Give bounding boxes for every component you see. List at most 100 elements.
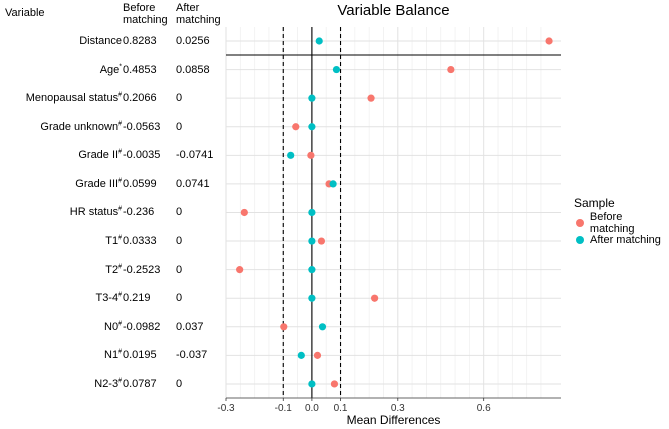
after-matching-value: 0 (176, 235, 183, 248)
table-row: N0# (0, 320, 122, 334)
variable-name: Grade III# (75, 177, 122, 191)
table-row: Menopausal status# (0, 91, 122, 105)
after-matching-header: After matching (176, 2, 221, 26)
x-tick-label: 0.0 (305, 403, 319, 414)
after-matching-value: 0 (176, 120, 183, 133)
point-after-matching (308, 266, 316, 274)
variable-footnote-mark: # (118, 205, 122, 213)
table-row: T3-4# (0, 291, 122, 305)
legend-item-before: Before matching (574, 211, 669, 235)
variable-label: Menopausal status (25, 92, 119, 105)
after-matching-value: -0.037 (176, 349, 208, 362)
table-row: N2-3# (0, 377, 122, 391)
variable-name: Age* (100, 63, 122, 77)
before-matching-header: Before matching (123, 2, 168, 26)
variable-name: T1# (105, 234, 122, 248)
before-matching-value: -0.0035 (123, 149, 161, 162)
table-row: Age* (0, 63, 122, 77)
legend-swatch-after (576, 235, 584, 244)
after-matching-value: 0 (176, 206, 183, 219)
variable-footnote-mark: # (118, 377, 122, 385)
variable-name: HR status# (70, 205, 122, 219)
after-matching-value: 0 (176, 377, 183, 390)
point-after-matching (308, 237, 316, 245)
point-after-matching (287, 151, 295, 159)
before-matching-value: -0.2523 (123, 263, 161, 276)
table-row: Grade III# (0, 177, 122, 191)
table-row: T2# (0, 263, 122, 277)
point-after-matching (315, 37, 323, 45)
point-before-matching (317, 237, 326, 245)
before-matching-value: -0.0982 (123, 320, 161, 333)
variable-name: T2# (105, 263, 122, 277)
legend-title: Sample (574, 196, 615, 210)
before-matching-value: 0.4853 (123, 63, 157, 76)
after-matching-value: 0 (176, 263, 183, 276)
variable-footnote-mark: # (118, 234, 122, 242)
before-matching-value: -0.0563 (123, 120, 161, 133)
point-before-matching (545, 37, 553, 45)
point-after-matching (308, 94, 316, 102)
point-before-matching (371, 294, 379, 302)
variable-label: Age (99, 63, 120, 76)
variable-footnote-mark: # (118, 291, 122, 299)
after-matching-value: 0.037 (176, 320, 204, 333)
variable-footnote-mark: # (118, 148, 122, 156)
before-matching-value: 0.0787 (123, 377, 157, 390)
legend-swatch-before (576, 218, 584, 227)
point-after-matching (332, 65, 341, 74)
variable-label: T2 (105, 263, 119, 276)
variable-label: N2-3 (94, 377, 119, 390)
legend-label-before: Before matching (589, 210, 635, 235)
point-before-matching (313, 351, 322, 359)
variable-name: N2-3# (94, 377, 122, 391)
point-before-matching (236, 266, 244, 274)
before-matching-value: 0.2066 (123, 92, 157, 105)
table-row: HR status# (0, 205, 122, 219)
before-matching-value: 0.8283 (123, 35, 157, 47)
point-after-matching (308, 380, 316, 388)
before-matching-value: 0.0333 (123, 235, 157, 248)
after-matching-value: 0.0256 (176, 35, 210, 47)
variable-name: Grade II# (78, 148, 122, 162)
variable-label: HR status (69, 206, 119, 219)
point-after-matching (329, 180, 337, 188)
variable-name: N0# (104, 320, 122, 334)
after-matching-value: 0 (176, 292, 183, 305)
variable-label: T3-4 (95, 292, 119, 305)
table-row: T1# (0, 234, 122, 248)
point-before-matching (367, 94, 375, 102)
after-matching-value: 0 (176, 92, 183, 105)
after-header-line1: After (176, 2, 200, 14)
x-axis-label: Mean Differences (346, 413, 441, 427)
variable-name: Distance (79, 34, 122, 48)
x-tick-label: 0.6 (477, 403, 491, 414)
variable-footnote-mark: # (118, 120, 122, 128)
variable-name: T3-4# (95, 291, 122, 305)
point-after-matching (308, 123, 316, 131)
before-header-line1: Before (123, 2, 156, 14)
variable-label: Distance (79, 35, 122, 47)
before-matching-value: 0.0195 (123, 349, 157, 362)
table-row: Distance (0, 34, 122, 48)
variable-label: Grade II (78, 149, 119, 162)
variable-footnote-mark: # (118, 348, 122, 356)
variable-footnote-mark: # (118, 177, 122, 185)
variable-label: N1 (104, 349, 119, 362)
x-tick-label: 0.3 (391, 403, 405, 414)
point-before-matching (280, 323, 288, 331)
variable-label: Grade III (75, 177, 119, 190)
variable-footnote-mark: # (118, 262, 122, 270)
point-after-matching (318, 323, 327, 331)
table-row: N1# (0, 348, 122, 362)
after-header-line2: matching (176, 14, 221, 26)
variable-footnote-mark: # (118, 320, 122, 328)
point-before-matching (240, 208, 248, 217)
variable-label: N0 (104, 320, 119, 333)
point-after-matching (297, 351, 305, 359)
variable-label: Grade unknown (40, 120, 119, 133)
variable-name: N1# (104, 348, 122, 362)
before-matching-value: -0.236 (123, 206, 155, 219)
point-after-matching (308, 208, 316, 217)
